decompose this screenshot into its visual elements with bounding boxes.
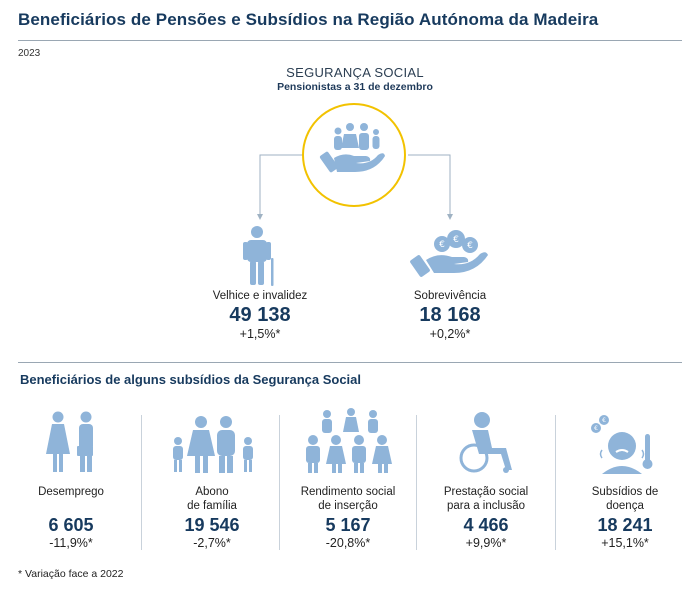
- pensioners-circle: [302, 103, 406, 207]
- subsidies-title: Beneficiários de alguns subsídios da Seg…: [20, 372, 361, 387]
- pension-value-survivor: 18 168: [419, 304, 481, 326]
- subsidy-label-line2: para a inclusão: [447, 500, 525, 512]
- subsidy-change: -20,8%*: [325, 536, 371, 550]
- section-divider: [18, 362, 682, 363]
- year-label: 2023: [18, 48, 41, 59]
- community-icon: [306, 408, 392, 473]
- subsidy-change: +15,1%*: [601, 536, 649, 550]
- column-divider: [279, 415, 280, 550]
- subsidy-label: Rendimento social: [300, 486, 396, 498]
- subsidy-label: Subsídios de: [591, 486, 659, 498]
- subsidy-label: Prestação social: [443, 486, 529, 498]
- svg-text:€: €: [453, 235, 459, 245]
- subsidy-change: +9,9%*: [465, 536, 507, 550]
- sick-person-icon: €€: [591, 415, 653, 474]
- pension-change-old-age: +1,5%*: [239, 327, 281, 341]
- subsidy-label: Desemprego: [38, 486, 104, 498]
- unemployed-people-icon: [46, 411, 93, 472]
- subsidy-label: Abono: [195, 486, 229, 498]
- subsidy-change: -11,9%*: [49, 536, 93, 550]
- column-divider: [141, 415, 142, 550]
- hand-coins-icon: € € €: [410, 230, 488, 277]
- wheelchair-icon: [459, 412, 512, 473]
- subsidy-value: 5 167: [325, 515, 371, 535]
- subsidy-value: 18 241: [597, 515, 653, 535]
- section-subtitle: Pensionistas a 31 de dezembro: [277, 81, 433, 93]
- footnote: * Variação face a 2022: [18, 568, 124, 580]
- subsidy-value: 4 466: [463, 515, 509, 535]
- family-care-hand-icon: [319, 123, 385, 173]
- svg-text:€: €: [439, 240, 445, 250]
- subsidy-label-line2: de família: [187, 500, 237, 512]
- subsidy-value: 19 546: [184, 515, 240, 535]
- page-title: Beneficiários de Pensões e Subsídios na …: [18, 10, 599, 29]
- subsidy-change: -2,7%*: [193, 536, 231, 550]
- svg-text:€: €: [467, 241, 473, 251]
- svg-text:€: €: [594, 425, 598, 432]
- subsidy-label-line2: de inserção: [318, 500, 378, 512]
- elderly-person-icon: [243, 226, 274, 286]
- family-icon: [173, 416, 253, 473]
- pension-label-old-age: Velhice e invalidez: [212, 290, 308, 302]
- connector-lines: [257, 154, 453, 220]
- pension-label-survivor: Sobrevivência: [413, 290, 487, 302]
- column-divider: [416, 415, 417, 550]
- svg-text:€: €: [602, 417, 606, 424]
- title-divider: [18, 40, 682, 41]
- column-divider: [555, 415, 556, 550]
- pension-value-old-age: 49 138: [229, 304, 291, 326]
- pension-change-survivor: +0,2%*: [429, 327, 471, 341]
- section-title: SEGURANÇA SOCIAL: [286, 65, 424, 80]
- subsidy-value: 6 605: [48, 515, 94, 535]
- subsidy-label-line2: doença: [606, 500, 644, 512]
